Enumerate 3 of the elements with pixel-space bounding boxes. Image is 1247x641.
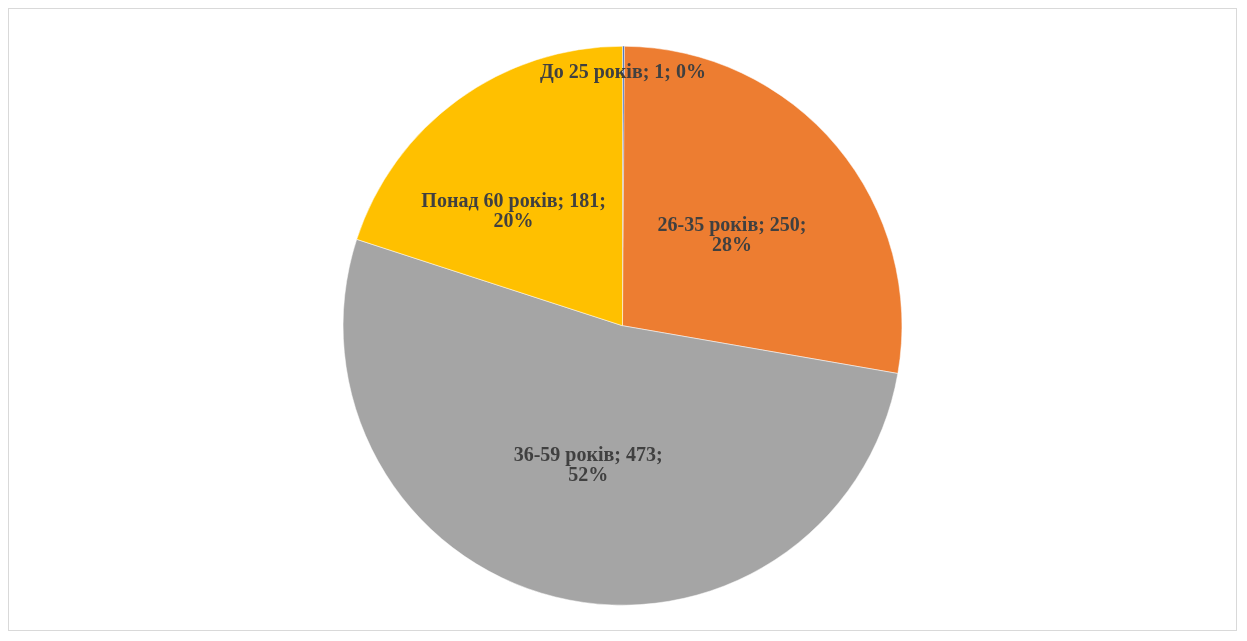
slice-label: 36-59 років; 473; 52% <box>513 443 663 486</box>
slice-label: Понад 60 років; 181; 20% <box>421 189 606 232</box>
slice-label: 26-35 років; 250; 28% <box>657 213 807 256</box>
